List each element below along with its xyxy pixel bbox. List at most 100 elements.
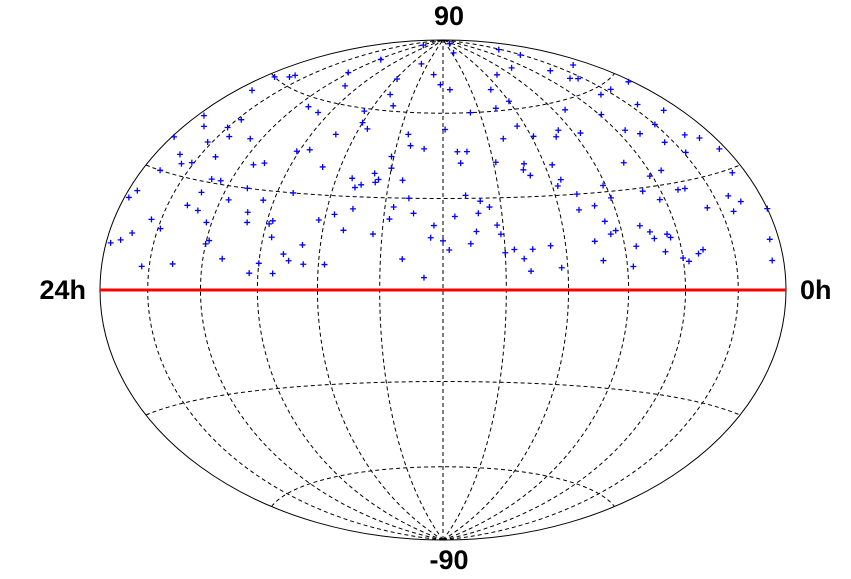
data-point xyxy=(520,166,527,173)
data-point xyxy=(494,71,501,78)
data-point xyxy=(681,131,688,138)
data-point xyxy=(528,268,535,275)
data-point xyxy=(607,86,614,93)
data-point xyxy=(226,133,233,140)
data-point xyxy=(388,165,395,172)
data-point xyxy=(247,135,254,142)
data-point xyxy=(576,206,583,213)
data-point xyxy=(286,73,293,80)
data-point xyxy=(577,130,584,137)
data-point xyxy=(570,61,577,68)
data-point xyxy=(608,194,615,201)
data-point xyxy=(729,169,736,176)
data-point xyxy=(704,204,711,211)
data-point xyxy=(138,263,145,270)
data-point xyxy=(553,133,560,140)
data-point xyxy=(730,208,737,215)
data-point xyxy=(387,91,394,98)
data-point xyxy=(405,131,412,138)
data-point xyxy=(285,257,292,264)
data-point xyxy=(549,161,556,168)
data-point xyxy=(446,246,453,253)
data-point xyxy=(430,222,437,229)
data-point xyxy=(203,219,210,226)
data-point xyxy=(219,255,226,262)
data-point xyxy=(467,109,474,116)
data-point xyxy=(266,220,273,227)
data-point xyxy=(420,274,427,281)
data-point xyxy=(511,246,518,253)
data-point xyxy=(157,167,164,174)
data-point xyxy=(651,235,658,242)
data-point xyxy=(290,189,297,196)
data-point xyxy=(293,148,300,155)
data-point xyxy=(388,153,395,160)
data-point xyxy=(306,146,313,153)
data-point xyxy=(332,131,339,138)
data-point xyxy=(695,250,702,257)
data-point xyxy=(633,243,640,250)
data-point xyxy=(268,234,275,241)
data-point xyxy=(390,203,397,210)
data-point xyxy=(371,170,378,177)
data-point xyxy=(184,202,191,209)
data-point xyxy=(500,135,507,142)
data-point xyxy=(547,67,554,74)
data-point xyxy=(244,209,251,216)
data-point xyxy=(630,263,637,270)
data-point xyxy=(244,219,251,226)
data-point xyxy=(246,270,253,277)
data-point xyxy=(725,192,732,199)
data-point xyxy=(418,60,425,67)
data-point xyxy=(202,240,209,247)
data-point xyxy=(547,242,554,249)
data-point xyxy=(651,121,658,128)
data-point xyxy=(410,210,417,217)
data-point xyxy=(437,81,444,88)
data-point xyxy=(372,179,379,186)
data-point xyxy=(200,123,207,130)
data-point xyxy=(427,234,434,241)
data-point xyxy=(208,176,215,183)
data-point xyxy=(299,241,306,248)
data-point xyxy=(224,124,231,131)
data-point xyxy=(573,191,580,198)
data-point xyxy=(662,248,669,255)
data-point xyxy=(405,195,412,202)
data-point xyxy=(517,52,524,59)
data-point xyxy=(340,227,347,234)
data-point xyxy=(575,75,582,82)
data-point xyxy=(477,198,484,205)
data-point xyxy=(292,72,299,79)
data-point xyxy=(446,86,453,93)
data-point xyxy=(238,116,245,123)
data-point xyxy=(107,239,114,246)
parallel xyxy=(271,466,615,507)
data-point xyxy=(529,246,536,253)
data-point xyxy=(737,198,744,205)
x-tick-label: 0h xyxy=(800,275,832,305)
data-point xyxy=(567,75,574,82)
data-point xyxy=(661,139,668,146)
data-point xyxy=(345,69,352,76)
data-point xyxy=(261,160,268,167)
data-point xyxy=(620,159,627,166)
y-tick-label: 90 xyxy=(434,1,464,31)
data-point xyxy=(361,108,368,115)
meridian xyxy=(442,39,570,541)
data-point xyxy=(454,148,461,155)
data-point xyxy=(300,261,307,268)
data-point xyxy=(656,196,663,203)
data-point xyxy=(601,218,608,225)
data-point xyxy=(134,187,141,194)
data-point xyxy=(420,42,427,49)
data-point xyxy=(660,107,667,114)
parallel xyxy=(145,164,741,199)
data-point xyxy=(625,78,632,85)
data-point xyxy=(521,255,528,262)
data-point xyxy=(315,109,322,116)
data-point xyxy=(188,159,195,166)
data-point xyxy=(244,185,251,192)
data-point xyxy=(148,216,155,223)
